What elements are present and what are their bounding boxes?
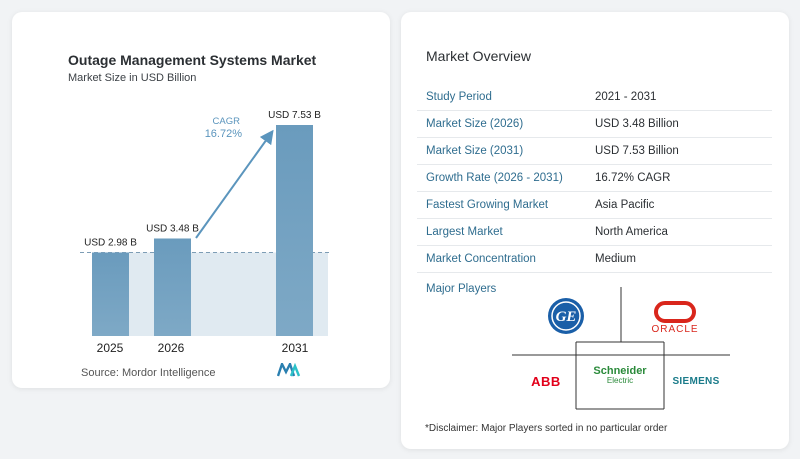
row-value: Medium — [595, 253, 636, 265]
schneider-electric-logo: Schneider Electric — [593, 364, 647, 385]
source-text: Source: Mordor Intelligence — [81, 367, 216, 379]
bar — [92, 252, 129, 336]
overview-title: Market Overview — [426, 48, 532, 64]
row-value: Asia Pacific — [595, 199, 655, 211]
oracle-logo-icon: ORACLE — [645, 297, 705, 337]
major-players-title: Major Players — [426, 283, 497, 295]
svg-text:GE: GE — [556, 309, 577, 325]
row-value: USD 3.48 Billion — [595, 118, 679, 130]
bar-data-label: USD 2.98 B — [84, 237, 137, 248]
siemens-logo: SIEMENS — [672, 375, 720, 387]
overview-row: Market Size (2026) USD 3.48 Billion — [417, 111, 772, 138]
row-key: Study Period — [426, 91, 492, 103]
overview-row: Study Period 2021 - 2031 — [417, 84, 772, 111]
cagr-value: 16.72% — [205, 128, 243, 140]
x-tick-label: 2025 — [97, 341, 124, 355]
row-value: USD 7.53 Billion — [595, 145, 679, 157]
overview-panel — [401, 12, 789, 449]
disclaimer-text: *Disclaimer: Major Players sorted in no … — [425, 423, 668, 434]
overview-row: Fastest Growing Market Asia Pacific — [417, 192, 772, 219]
chart-title: Outage Management Systems Market — [68, 52, 317, 68]
bar — [154, 238, 191, 336]
row-key: Largest Market — [426, 226, 503, 238]
row-value: 16.72% CAGR — [595, 172, 671, 184]
row-value: North America — [595, 226, 668, 238]
abb-logo: ABB — [531, 373, 561, 389]
row-key: Market Concentration — [426, 253, 536, 265]
row-value: 2021 - 2031 — [595, 91, 657, 103]
cagr-arrow — [195, 129, 274, 239]
overview-row: Market Concentration Medium — [417, 246, 772, 273]
bar-data-label: USD 7.53 B — [268, 110, 321, 121]
overview-row: Growth Rate (2026 - 2031) 16.72% CAGR — [417, 165, 772, 192]
bar-data-label: USD 3.48 B — [146, 223, 199, 234]
ge-logo-icon: GE — [546, 296, 586, 336]
overview-row: Market Size (2031) USD 7.53 Billion — [417, 138, 772, 165]
overview-row: Largest Market North America — [417, 219, 772, 246]
x-tick-label: 2031 — [282, 341, 309, 355]
mordor-logo-icon — [277, 363, 301, 377]
row-key: Market Size (2026) — [426, 118, 524, 130]
row-key: Growth Rate (2026 - 2031) — [426, 172, 563, 184]
cagr-label: CAGR — [213, 116, 241, 127]
bar — [276, 125, 313, 336]
row-key: Fastest Growing Market — [426, 199, 549, 211]
x-tick-label: 2026 — [158, 341, 185, 355]
row-key: Market Size (2031) — [426, 145, 524, 157]
chart-subtitle: Market Size in USD Billion — [68, 72, 197, 84]
